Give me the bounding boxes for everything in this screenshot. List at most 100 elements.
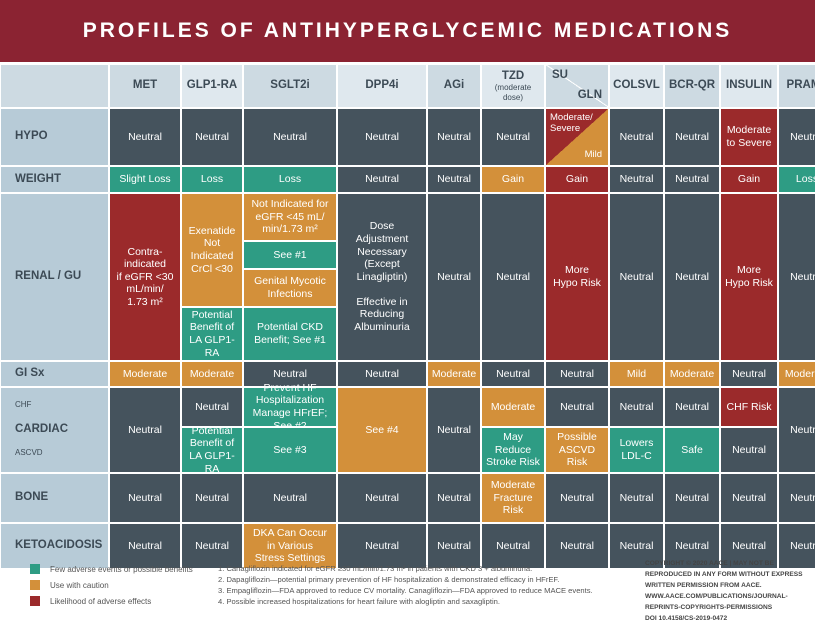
- column-header-agi: AGi: [428, 65, 480, 107]
- cell-bone-tzd: Moderate Fracture Risk: [482, 474, 544, 522]
- cell-gi-insulin: Neutral: [721, 362, 777, 386]
- cell-bone-colsvl: Neutral: [610, 474, 663, 522]
- row-label-gi: GI Sx: [1, 362, 108, 386]
- cell-gi-agi: Moderate: [428, 362, 480, 386]
- cell-cardiac-sglt2-ascvd: See #3: [244, 428, 336, 472]
- cell-renal-bcr: Neutral: [665, 194, 719, 360]
- cell-renal-agi: Neutral: [428, 194, 480, 360]
- footnote: 4. Possible increased hospitalizations f…: [218, 597, 500, 606]
- cell-cardiac-su-ascvd: Possible ASCVD Risk: [546, 428, 608, 472]
- cell-hypo-glp1: Neutral: [182, 109, 242, 165]
- cell-renal-sglt2-a: Not Indicated for eGFR <45 mL/ min/1.73 …: [244, 194, 336, 240]
- cell-bone-sglt2: Neutral: [244, 474, 336, 522]
- cell-keto-praml: Neutral: [779, 524, 815, 568]
- cell-weight-su: Gain: [546, 167, 608, 192]
- column-header-met: MET: [110, 65, 180, 107]
- cell-renal-met: Contra- indicated if eGFR <30 mL/min/ 1.…: [110, 194, 180, 360]
- cell-cardiac-agi: Neutral: [428, 388, 480, 472]
- cell-hypo-su: Moderate/ Severe Mild: [546, 109, 608, 165]
- cell-gi-tzd: Neutral: [482, 362, 544, 386]
- row-label-cardiac: CHF CARDIAC ASCVD: [1, 388, 108, 472]
- su-hypo-upper: Moderate/ Severe: [550, 112, 593, 135]
- column-header-bcr: BCR-QR: [665, 65, 719, 107]
- cell-bone-su: Neutral: [546, 474, 608, 522]
- cell-renal-praml: Neutral: [779, 194, 815, 360]
- row-label-renal: RENAL / GU: [1, 194, 108, 360]
- copyright-line: WRITTEN PERMISSION FROM AACE.: [645, 582, 762, 589]
- column-header-insulin: INSULIN: [721, 65, 777, 107]
- cell-weight-insulin: Gain: [721, 167, 777, 192]
- copyright-line: COPYRIGHT © 2020 AACE | MAY NOT BE: [645, 560, 774, 567]
- row-label-hypo: HYPO: [1, 109, 108, 165]
- copyright-line: REPRODUCED IN ANY FORM WITHOUT EXPRESS: [645, 571, 803, 578]
- cell-weight-dpp4: Neutral: [338, 167, 426, 192]
- cell-renal-su: More Hypo Risk: [546, 194, 608, 360]
- column-header-sglt2: SGLT2i: [244, 65, 336, 107]
- cell-weight-sglt2: Loss: [244, 167, 336, 192]
- caution-swatch: [30, 580, 40, 590]
- cell-gi-su: Neutral: [546, 362, 608, 386]
- cell-gi-sglt2: Neutral: [244, 362, 336, 386]
- column-header-colsvl: COLSVL: [610, 65, 663, 107]
- cell-cardiac-met: Neutral: [110, 388, 180, 472]
- legend: Few adverse events or possible benefits …: [30, 561, 193, 609]
- cell-bone-praml: Neutral: [779, 474, 815, 522]
- cell-gi-met: Moderate: [110, 362, 180, 386]
- cell-renal-sglt2-d: Potential CKD Benefit; See #1: [244, 308, 336, 360]
- cell-cardiac-dpp4: See #4: [338, 388, 426, 472]
- cell-weight-praml: Loss: [779, 167, 815, 192]
- cell-cardiac-bcr-chf: Neutral: [665, 388, 719, 426]
- cell-gi-dpp4: Neutral: [338, 362, 426, 386]
- cell-keto-agi: Neutral: [428, 524, 480, 568]
- cell-gi-praml: Moderate: [779, 362, 815, 386]
- cell-hypo-met: Neutral: [110, 109, 180, 165]
- cell-weight-tzd: Gain: [482, 167, 544, 192]
- cell-hypo-sglt2: Neutral: [244, 109, 336, 165]
- cell-weight-colsvl: Neutral: [610, 167, 663, 192]
- copyright-line: WWW.AACE.COM/PUBLICATIONS/JOURNAL-: [645, 593, 788, 600]
- cardiac-label: CARDIAC: [15, 423, 69, 436]
- cell-bone-bcr: Neutral: [665, 474, 719, 522]
- cell-renal-sglt2-c: Genital Mycotic Infections: [244, 270, 336, 306]
- footnotes: 1. Canagliflozin indicated for eGFR ≥30 …: [218, 563, 593, 607]
- su-label: SU: [552, 69, 568, 81]
- cell-weight-glp1: Loss: [182, 167, 242, 192]
- cell-hypo-bcr: Neutral: [665, 109, 719, 165]
- cell-renal-tzd: Neutral: [482, 194, 544, 360]
- cell-keto-glp1: Neutral: [182, 524, 242, 568]
- adverse-swatch: [30, 596, 40, 606]
- cell-keto-sglt2: DKA Can Occur in Various Stress Settings: [244, 524, 336, 568]
- cell-weight-agi: Neutral: [428, 167, 480, 192]
- cell-hypo-insulin: Moderate to Severe: [721, 109, 777, 165]
- copyright-line: DOI 10.4158/CS-2019-0472: [645, 615, 728, 622]
- cell-renal-glp1-a: Exenatide Not Indicated CrCl <30: [182, 194, 242, 306]
- cell-cardiac-bcr-ascvd: Safe: [665, 428, 719, 472]
- header-corner: [1, 65, 108, 107]
- cell-renal-insulin: More Hypo Risk: [721, 194, 777, 360]
- page-title: PROFILES OF ANTIHYPERGLYCEMIC MEDICATION…: [0, 0, 815, 62]
- legend-item: Likelihood of adverse effects: [30, 593, 193, 609]
- column-header-praml: PRAML: [779, 65, 815, 107]
- row-label-keto: KETOACIDOSIS: [1, 524, 108, 568]
- row-label-bone: BONE: [1, 474, 108, 522]
- cell-keto-su: Neutral: [546, 524, 608, 568]
- cell-keto-dpp4: Neutral: [338, 524, 426, 568]
- cell-cardiac-colsvl-chf: Neutral: [610, 388, 663, 426]
- cell-gi-bcr: Moderate: [665, 362, 719, 386]
- sublabel-chf: CHF: [15, 400, 32, 409]
- medication-table: MET GLP1-RA SGLT2i DPP4i AGi TZD (moderate dos…: [1, 65, 815, 568]
- cell-gi-glp1: Moderate: [182, 362, 242, 386]
- cell-keto-tzd: Neutral: [482, 524, 544, 568]
- tzd-label: TZD: [501, 69, 525, 82]
- cell-cardiac-praml: Neutral: [779, 388, 815, 472]
- cell-bone-glp1: Neutral: [182, 474, 242, 522]
- legend-item: Few adverse events or possible benefits: [30, 561, 193, 577]
- footnote: 1. Canagliflozin indicated for eGFR ≥30 …: [218, 564, 533, 573]
- cell-renal-colsvl: Neutral: [610, 194, 663, 360]
- cell-bone-insulin: Neutral: [721, 474, 777, 522]
- column-header-tzd: TZD (moderate dose): [482, 65, 544, 107]
- cell-cardiac-tzd-ascvd: May Reduce Stroke Risk: [482, 428, 544, 472]
- cell-bone-dpp4: Neutral: [338, 474, 426, 522]
- cell-hypo-tzd: Neutral: [482, 109, 544, 165]
- cell-keto-bcr: Neutral: [665, 524, 719, 568]
